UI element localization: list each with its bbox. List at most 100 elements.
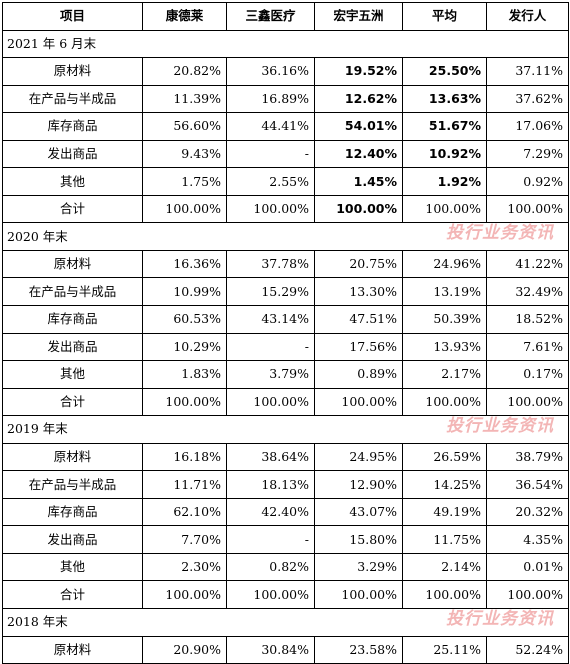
value-cell: 18.52% [486, 305, 569, 334]
value-cell: 36.54% [486, 470, 569, 499]
row-label: 合计 [2, 194, 143, 224]
table-row: 在产品与半成品 11.71% 18.13% 12.90% 14.25% 36.54% [2, 470, 569, 499]
value-cell: 43.07% [314, 497, 403, 527]
row-label: 其他 [2, 167, 143, 196]
value-cell: - [226, 332, 315, 362]
value-cell: 11.75% [402, 525, 487, 554]
value-cell: 54.01% [314, 112, 403, 141]
value-cell: 38.79% [486, 442, 569, 472]
value-cell: 12.40% [314, 139, 403, 169]
section-title: 2021 年 6 月末 [7, 35, 97, 51]
section-title: 2020 年末 [7, 228, 68, 244]
value-cell: 20.90% [142, 635, 227, 664]
value-cell: 100.00% [486, 580, 569, 610]
value-cell: 100.00% [402, 387, 487, 417]
value-cell: 36.16% [226, 57, 315, 86]
value-cell: 20.32% [486, 497, 569, 527]
header-hongyu: 宏宇五洲 [314, 2, 403, 31]
table-row: 发出商品 9.43% -12.40% 10.92% 7.29% [2, 139, 569, 169]
table-row: 在产品与半成品 10.99% 15.29% 13.30% 13.19% 32.49% [2, 277, 569, 307]
row-label: 库存商品 [2, 305, 143, 334]
value-cell: 56.60% [142, 112, 227, 141]
table-row: 原材料 16.18% 38.64% 24.95% 26.59% 38.79% [2, 442, 569, 472]
table-row: 在产品与半成品 11.39% 16.89% 12.62% 13.63% 37.62% [2, 84, 569, 114]
header-kangdelai: 康德莱 [142, 2, 227, 31]
value-cell: 13.93% [402, 332, 487, 362]
value-cell: 4.35% [486, 525, 569, 554]
section-row: 2019 年末 投行业务资讯 [2, 415, 569, 444]
row-label: 原材料 [2, 57, 143, 86]
value-cell: 13.63% [402, 84, 487, 114]
row-label: 原材料 [2, 249, 143, 279]
value-cell: 43.14% [226, 305, 315, 334]
value-cell: 13.19% [402, 277, 487, 307]
value-cell: 50.39% [402, 305, 487, 334]
value-cell: 14.25% [402, 470, 487, 499]
value-cell: 2.30% [142, 552, 227, 582]
table-row: 库存商品 60.53% 43.14% 47.51% 50.39% 18.52% [2, 305, 569, 334]
section-title-cell: 2019 年末 投行业务资讯 [2, 415, 569, 444]
value-cell: 16.89% [226, 84, 315, 114]
table-row: 其他 1.75% 2.55% 1.45% 1.92% 0.92% [2, 167, 569, 196]
value-cell: 42.40% [226, 497, 315, 527]
value-cell: 100.00% [142, 580, 227, 610]
row-label: 库存商品 [2, 112, 143, 141]
value-cell: 60.53% [142, 305, 227, 334]
value-cell: 20.75% [314, 249, 403, 279]
value-cell: 100.00% [486, 387, 569, 417]
value-cell: 10.29% [142, 332, 227, 362]
row-label: 发出商品 [2, 139, 143, 169]
value-cell: 23.58% [314, 635, 403, 664]
value-cell: 24.95% [314, 442, 403, 472]
header-row: 项目 康德莱 三鑫医疗 宏宇五洲 平均 发行人 [2, 2, 569, 31]
table-row: 原材料 20.82% 36.16% 19.52% 25.50% 37.11% [2, 57, 569, 86]
value-cell: 24.96% [402, 249, 487, 279]
table-row: 原材料 20.90% 30.84% 23.58% 25.11% 52.24% [2, 635, 569, 664]
value-cell: 100.00% [314, 387, 403, 417]
section-title: 2018 年末 [7, 614, 68, 630]
row-label: 其他 [2, 360, 143, 389]
table-row: 合计 100.00% 100.00% 100.00% 100.00% 100.00% [2, 580, 569, 610]
table-row: 原材料 16.36% 37.78% 20.75% 24.96% 41.22% [2, 249, 569, 279]
value-cell: 100.00% [402, 194, 487, 224]
value-cell: 7.70% [142, 525, 227, 554]
table-row: 库存商品 56.60% 44.41% 54.01% 51.67% 17.06% [2, 112, 569, 141]
value-cell: 2.55% [226, 167, 315, 196]
section-title-cell: 2018 年末 投行业务资讯 [2, 608, 569, 637]
value-cell: 25.11% [402, 635, 487, 664]
value-cell: 2.14% [402, 552, 487, 582]
value-cell: 0.17% [486, 360, 569, 389]
value-cell: 100.00% [314, 580, 403, 610]
value-cell: 52.24% [486, 635, 569, 664]
value-cell: 0.01% [486, 552, 569, 582]
table-row: 合计 100.00% 100.00% 100.00% 100.00% 100.00% [2, 194, 569, 224]
row-label: 合计 [2, 580, 143, 610]
value-cell: 100.00% [226, 387, 315, 417]
value-cell: 1.83% [142, 360, 227, 389]
value-cell: 16.36% [142, 249, 227, 279]
value-cell: 19.52% [314, 57, 403, 86]
value-cell: 20.82% [142, 57, 227, 86]
value-cell: 13.30% [314, 277, 403, 307]
value-cell: 37.62% [486, 84, 569, 114]
value-cell: 100.00% [142, 194, 227, 224]
value-cell: 3.79% [226, 360, 315, 389]
value-cell: 1.45% [314, 167, 403, 196]
value-cell: 16.18% [142, 442, 227, 472]
value-cell: 32.49% [486, 277, 569, 307]
value-cell: 37.11% [486, 57, 569, 86]
value-cell: 30.84% [226, 635, 315, 664]
value-cell: 100.00% [142, 387, 227, 417]
value-cell: 49.19% [402, 497, 487, 527]
value-cell: 0.89% [314, 360, 403, 389]
value-cell: 51.67% [402, 112, 487, 141]
value-cell: 100.00% [486, 194, 569, 224]
section-row: 2021 年 6 月末 [2, 29, 569, 59]
value-cell: 15.29% [226, 277, 315, 307]
value-cell: 1.92% [402, 167, 487, 196]
row-label: 在产品与半成品 [2, 277, 143, 307]
value-cell: 1.75% [142, 167, 227, 196]
row-label: 原材料 [2, 442, 143, 472]
value-cell: 18.13% [226, 470, 315, 499]
